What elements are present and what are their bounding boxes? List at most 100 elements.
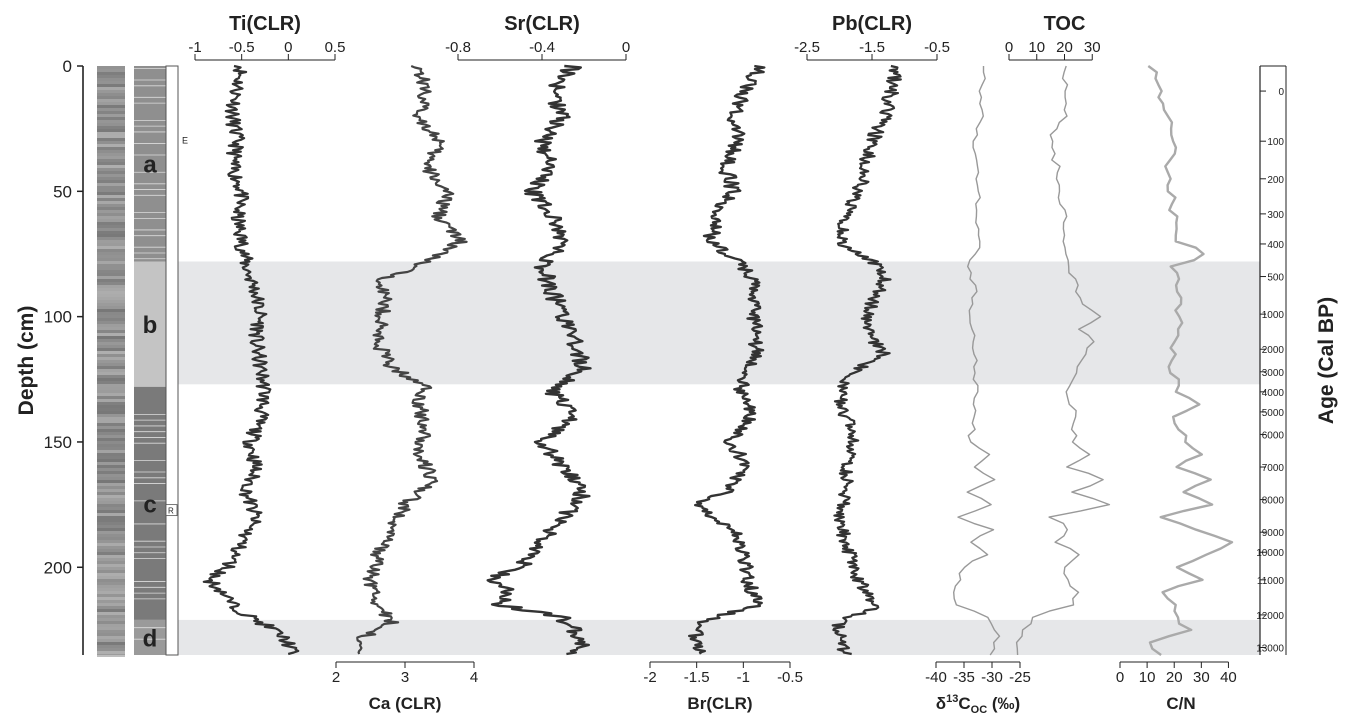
core-photo-strip <box>97 303 125 306</box>
age-tick-label: 3000 <box>1262 368 1285 379</box>
series-tick-label: 10 <box>1139 669 1156 686</box>
core-photo-strip <box>97 441 125 444</box>
core-photo-strip <box>97 480 125 483</box>
core-photo-strip <box>97 342 125 345</box>
series-title: Pb(CLR) <box>832 13 912 35</box>
age-tick-label: 5000 <box>1262 408 1285 419</box>
core-photo-strip <box>97 399 125 402</box>
series-title: Sr(CLR) <box>504 13 580 35</box>
core-photo-strip <box>97 390 125 393</box>
age-tick-label: 12000 <box>1256 611 1284 622</box>
core-photo-strip <box>97 114 125 117</box>
series-tick-label: -1 <box>188 39 201 56</box>
core-photo-strip <box>97 291 125 294</box>
core-photo-strip <box>97 171 125 174</box>
core-photo-strip <box>97 396 125 399</box>
core-photo-strip <box>97 630 125 633</box>
core-photo-strip <box>97 264 125 267</box>
depth-tick-label: 200 <box>44 558 72 577</box>
series-tick-label: 0 <box>1005 39 1013 56</box>
core-photo-strip <box>97 132 125 135</box>
core-photo-strip <box>97 471 125 474</box>
age-axis: 0 100 200 300 400 500 1000 2000 3000 4000 5000 6000… <box>1256 65 1338 655</box>
core-photo-strip <box>97 219 125 222</box>
core-photo-strip <box>97 585 125 588</box>
core-photo-strip <box>97 138 125 141</box>
series-title: Br(CLR) <box>687 694 752 713</box>
core-photo-strip <box>97 492 125 495</box>
core-photo-strip <box>97 570 125 573</box>
core-photo-strip <box>97 651 125 654</box>
core-photo-strip <box>97 621 125 624</box>
core-photo-strip <box>97 432 125 435</box>
core-photo-strip <box>97 489 125 492</box>
series-3: -2 -1.5 -1 -0.5 Br(CLR) <box>643 64 803 713</box>
core-photo-strip <box>97 576 125 579</box>
core-photo-strip <box>97 183 125 186</box>
core-photo-strip <box>97 162 125 165</box>
series-tick-label: -30 <box>981 669 1003 686</box>
unit-label-a: a <box>143 152 157 179</box>
core-photo-strip <box>97 267 125 270</box>
core-photo-strip <box>97 402 125 405</box>
core-photo-strip <box>97 387 125 390</box>
core-photo-strip <box>97 528 125 531</box>
core-photo-strip <box>97 213 125 216</box>
core-photo-strip <box>97 69 125 72</box>
series-tick-label: -35 <box>953 669 975 686</box>
series-1: 2 3 4 Ca (CLR) <box>332 64 478 713</box>
age-tick-label: 10000 <box>1256 548 1284 559</box>
core-photo-strip <box>97 84 125 87</box>
core-photo-strip <box>97 366 125 369</box>
series-tick-label: -25 <box>1009 669 1031 686</box>
series-line <box>486 64 592 656</box>
core-photo-strip <box>97 375 125 378</box>
unit-label-d: d <box>143 625 158 652</box>
core-photo-strip <box>97 474 125 477</box>
core-photo-strip <box>97 174 125 177</box>
core-photo-strip <box>97 483 125 486</box>
core-photo-strip <box>97 330 125 333</box>
core-photo-strip <box>97 189 125 192</box>
core-photo-strip <box>97 159 125 162</box>
core-photo-strip <box>97 360 125 363</box>
shaded-bands <box>178 261 1260 655</box>
core-photo-strip <box>97 351 125 354</box>
core-photo-strip <box>97 597 125 600</box>
core-photo-strip <box>97 306 125 309</box>
core-photo-strip <box>97 339 125 342</box>
series-title: Ti(CLR) <box>229 13 301 35</box>
unit-label-c: c <box>143 491 156 518</box>
core-photo-strip <box>97 453 125 456</box>
core-photo-strip <box>97 318 125 321</box>
core-photo-strip <box>97 558 125 561</box>
core-photo-strip <box>97 117 125 120</box>
core-photo-strip <box>97 123 125 126</box>
core-photo-strip <box>97 153 125 156</box>
core-photo-strip <box>97 531 125 534</box>
core-photo-strip <box>97 582 125 585</box>
core-photo-strip <box>97 369 125 372</box>
core-photo-strip <box>97 243 125 246</box>
core-photo-strip <box>97 129 125 132</box>
core-photo-strip <box>97 516 125 519</box>
core-photo-strip <box>97 78 125 81</box>
core-photo-strip <box>97 297 125 300</box>
core-photo-strip <box>97 240 125 243</box>
series-tick-label: -1.5 <box>684 669 710 686</box>
core-photo-strip <box>97 552 125 555</box>
age-tick-label: 13000 <box>1256 643 1284 654</box>
core-photo-strip <box>97 258 125 261</box>
series-tick-label: -0.8 <box>445 39 471 56</box>
core-photo-strip <box>97 336 125 339</box>
series-6: 0 10 20 30 TOC <box>1005 13 1111 656</box>
core-photo-strip <box>97 327 125 330</box>
age-tick-label: 2000 <box>1262 345 1285 356</box>
core-photo-strip <box>97 102 125 105</box>
series-tick-label: -0.5 <box>777 669 803 686</box>
core-photo-strip <box>97 579 125 582</box>
core-photo-strip <box>97 198 125 201</box>
core-photo-strip <box>97 228 125 231</box>
core-photo-strip <box>97 543 125 546</box>
